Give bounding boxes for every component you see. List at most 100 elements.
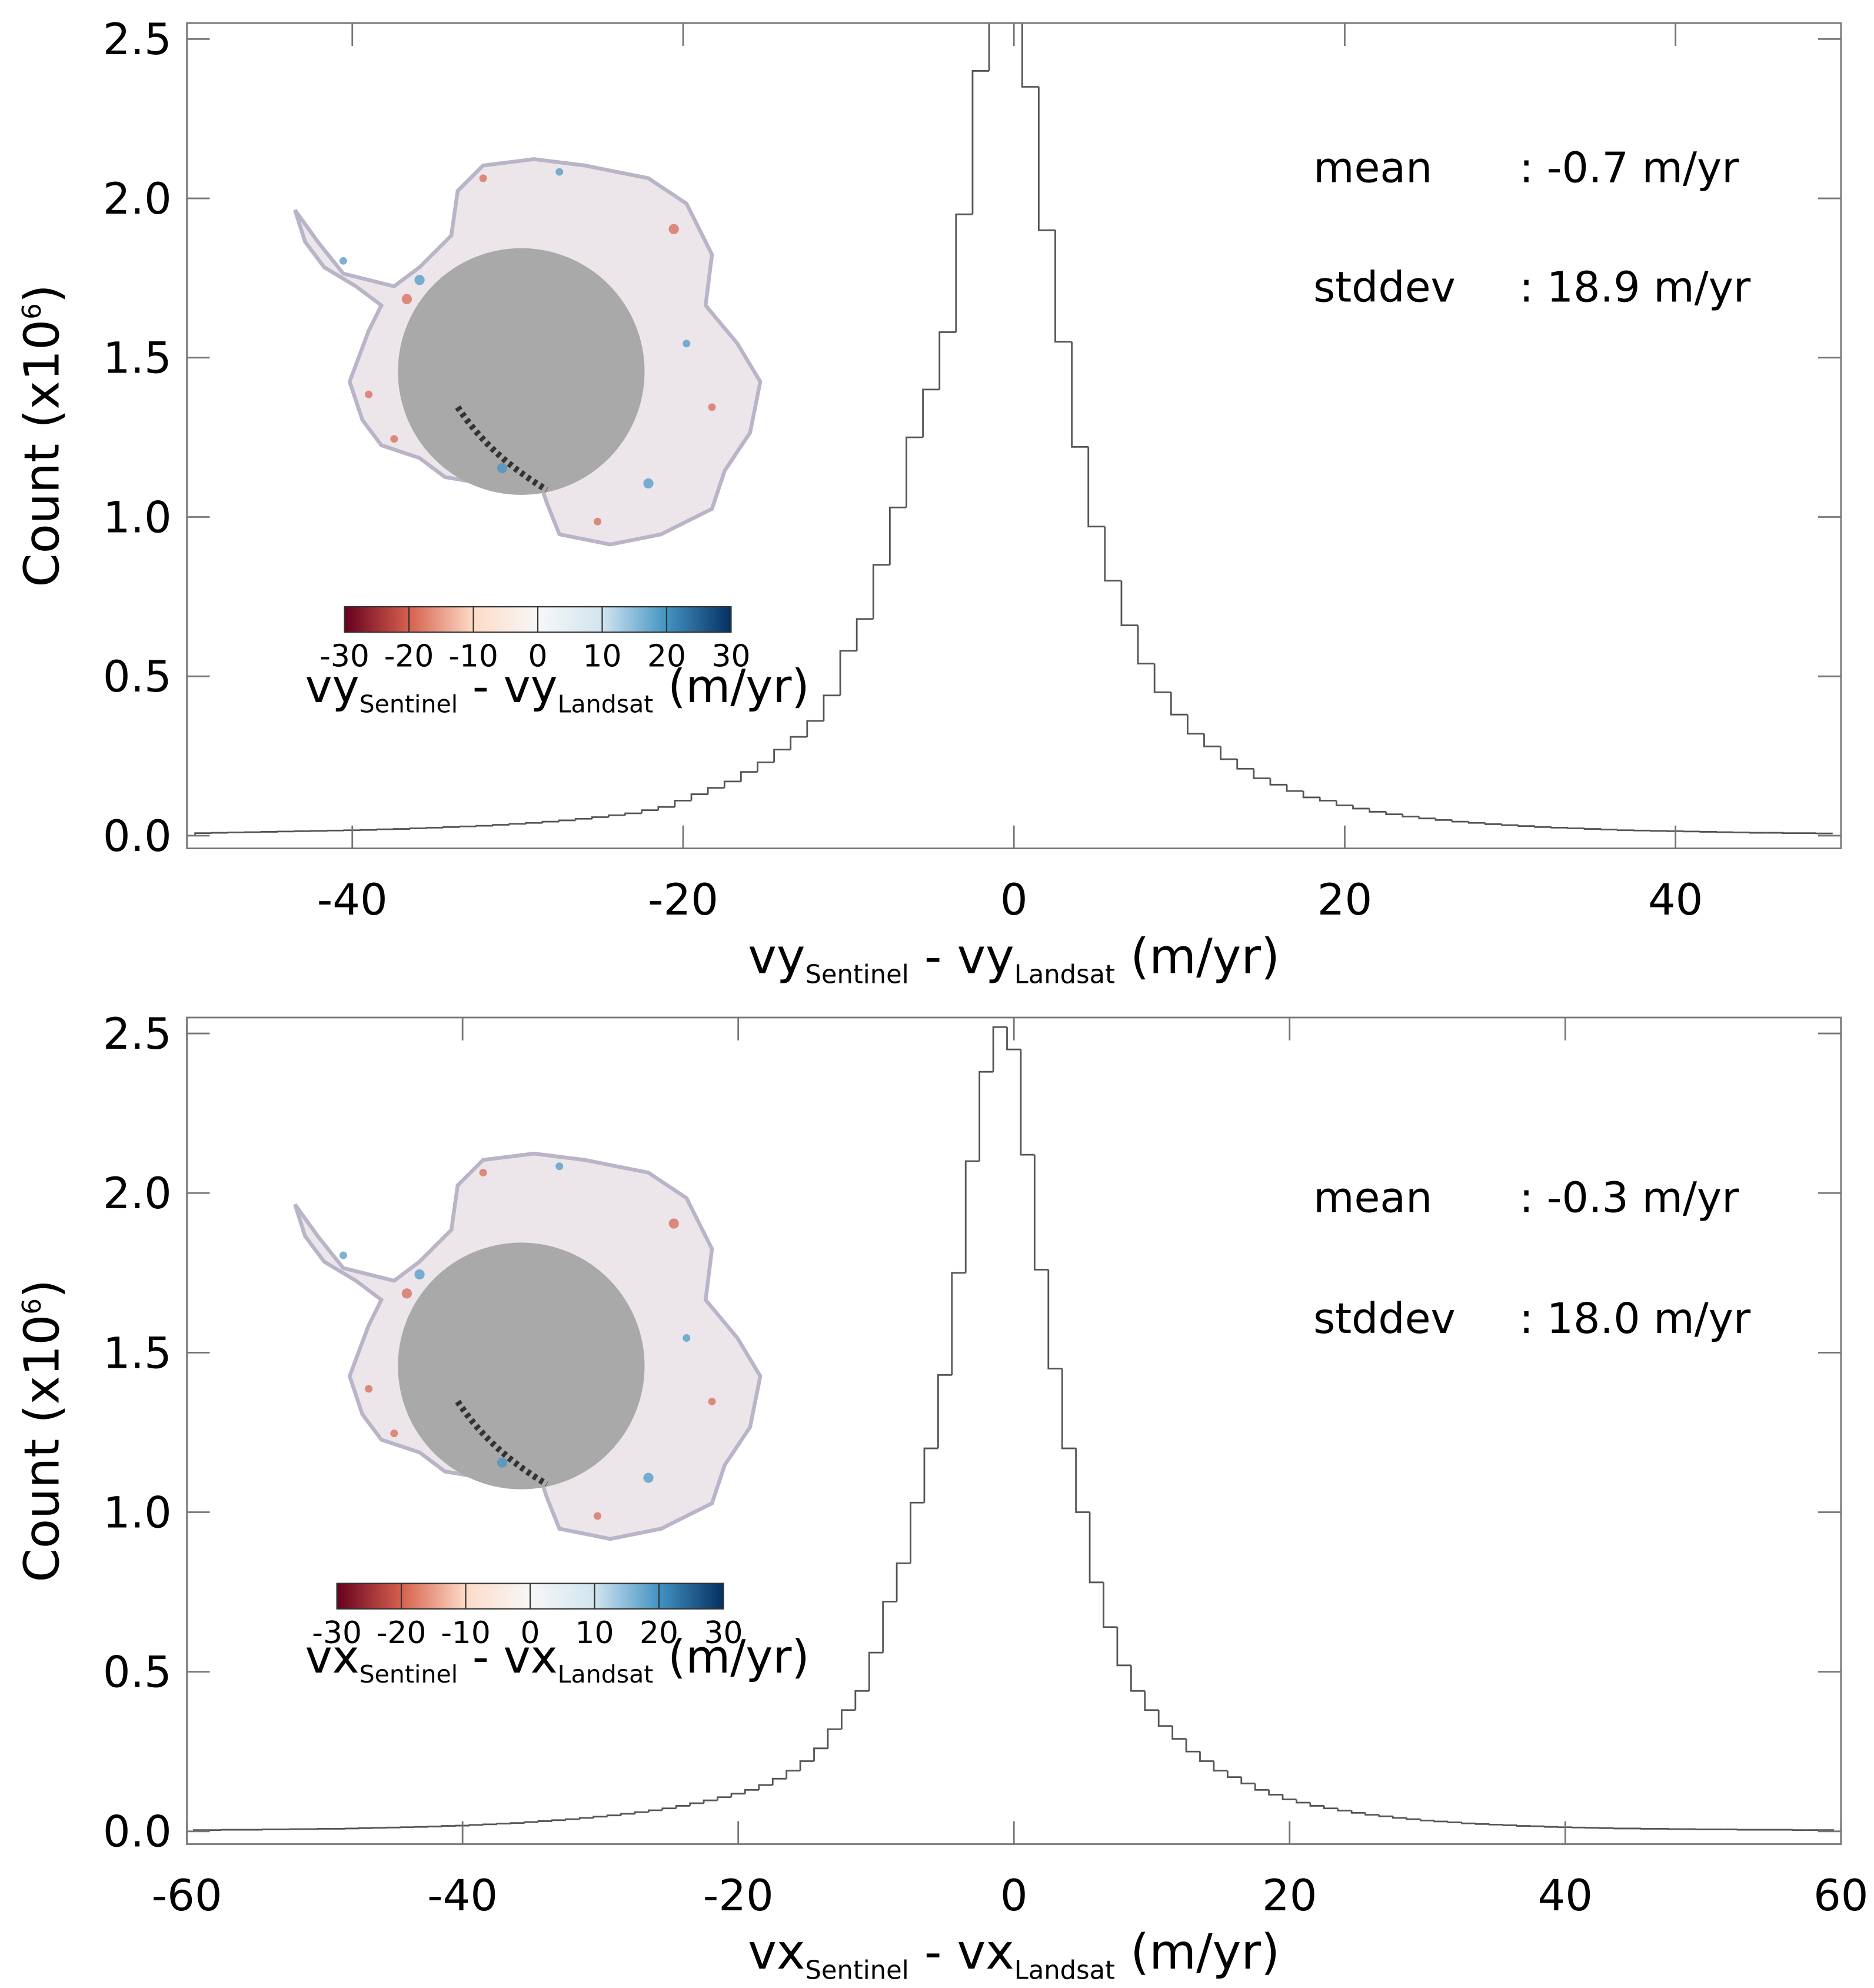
y-tick-label: 0.0 xyxy=(103,1807,172,1857)
histogram-step xyxy=(896,1562,911,1602)
x-tick-label: -20 xyxy=(648,875,718,925)
histogram-step xyxy=(1418,816,1436,820)
colorbar-tick-label: 30 xyxy=(711,639,750,674)
colorbar-tick-label: 20 xyxy=(647,639,686,674)
histogram-step xyxy=(293,830,311,832)
histogram-step xyxy=(392,828,411,830)
histogram-step xyxy=(856,618,874,651)
histogram-step xyxy=(648,1809,663,1813)
histogram-step xyxy=(1406,1818,1421,1820)
histogram-step xyxy=(1666,830,1684,832)
x-tick-label: 40 xyxy=(1538,1871,1593,1921)
colorbar-label-part: Landsat xyxy=(558,1660,654,1688)
histogram-step xyxy=(244,831,262,833)
histogram-step xyxy=(806,720,824,737)
histogram-step xyxy=(620,1813,635,1816)
histogram-step xyxy=(1199,1751,1214,1762)
colorbar-tick-label: 10 xyxy=(575,1615,614,1651)
y-tick-label: 0.5 xyxy=(103,652,172,702)
histogram-step xyxy=(1269,778,1287,786)
colorbar-tick-label: 20 xyxy=(640,1615,678,1651)
y-tick-label: 2.5 xyxy=(103,1009,172,1059)
histogram-step xyxy=(1089,1512,1104,1584)
histogram-step xyxy=(1185,1738,1200,1753)
histogram-step xyxy=(1047,1269,1063,1369)
histogram-step xyxy=(771,1777,787,1786)
histogram-step xyxy=(1571,1826,1586,1829)
histogram-step xyxy=(785,1770,801,1779)
x-axis-label-part: Landsat xyxy=(1014,960,1115,990)
colorbar-label-part: (m/yr) xyxy=(653,660,809,713)
x-axis-label-part: - vy xyxy=(909,929,1014,985)
x-tick-label: -20 xyxy=(703,1871,774,1921)
colorbar-label-part: - vy xyxy=(458,660,558,713)
histogram-step xyxy=(537,1820,552,1823)
y-axis-label-part: 6 xyxy=(18,303,47,320)
histogram-step xyxy=(508,823,526,825)
histogram-step xyxy=(1364,1813,1380,1816)
colorbar-tick-label: 10 xyxy=(583,639,622,674)
histogram-step xyxy=(1157,1710,1173,1727)
colorbar-label-part: Sentinel xyxy=(360,690,458,718)
y-axis-label-part: Count (x10 xyxy=(14,320,70,587)
stat-name: stddev xyxy=(1313,1294,1456,1343)
histogram-step xyxy=(1402,814,1419,817)
histogram-step xyxy=(343,829,361,832)
histogram-step xyxy=(790,736,807,750)
y-axis-label: Count (x106) xyxy=(14,284,70,587)
histogram-step xyxy=(1253,769,1270,779)
histogram-step xyxy=(703,1799,718,1804)
histogram-step xyxy=(1006,1027,1021,1050)
colorbar-tick-label: -20 xyxy=(384,639,434,674)
histogram-step xyxy=(1309,1802,1324,1807)
colorbar-label-part: - vx xyxy=(458,1631,558,1684)
y-tick-label: 1.0 xyxy=(103,1488,172,1538)
x-tick-label: 20 xyxy=(1317,875,1372,925)
histogram-step xyxy=(1461,1822,1476,1824)
histogram-step xyxy=(551,1819,566,1821)
stat-name: mean xyxy=(1313,143,1432,192)
stat-value: : -0.7 m/yr xyxy=(1519,143,1739,192)
histogram-step xyxy=(624,812,642,816)
colorbar-label-part: vy xyxy=(305,660,360,713)
histogram-step xyxy=(1213,1761,1228,1772)
histogram-step xyxy=(1296,1799,1310,1804)
histogram-step xyxy=(1254,1783,1269,1791)
histogram-step xyxy=(1600,829,1618,831)
histogram-step xyxy=(1337,1808,1352,1811)
x-axis-label-part: - vx xyxy=(909,1924,1014,1980)
colorbar-label: vxSentinel - vxLandsat (m/yr) xyxy=(305,1631,810,1688)
histogram xyxy=(194,23,1833,836)
histogram-step xyxy=(634,1811,649,1814)
histogram-step xyxy=(492,824,510,826)
histogram-step xyxy=(510,1822,525,1824)
y-tick-label: 1.5 xyxy=(103,1328,172,1378)
histogram-step xyxy=(757,761,774,772)
histogram-step xyxy=(1612,1827,1627,1830)
histogram-step xyxy=(541,820,560,823)
histogram-step xyxy=(1583,828,1602,830)
y-axis-label-part: Count (x10 xyxy=(14,1315,70,1583)
histogram-step xyxy=(1226,1770,1241,1778)
histogram-step xyxy=(1033,1155,1048,1271)
colorbar-tick-label: -30 xyxy=(319,639,370,674)
x-tick-label: 0 xyxy=(1000,1871,1028,1921)
histogram-step xyxy=(1054,230,1072,343)
y-axis-label-part: 6 xyxy=(18,1298,47,1315)
histogram-step xyxy=(1061,1368,1076,1450)
histogram-step xyxy=(964,1160,980,1273)
histogram-step xyxy=(578,1817,594,1820)
histogram-step xyxy=(1451,820,1469,823)
x-axis-label: vxSentinel - vxLandsat (m/yr) xyxy=(748,1924,1280,1985)
histogram-step xyxy=(938,331,956,390)
histogram-step xyxy=(910,1501,924,1564)
histogram-step xyxy=(1286,784,1304,792)
histogram-step xyxy=(194,832,212,836)
histogram-step xyxy=(690,793,708,801)
histogram-step xyxy=(657,806,675,810)
histogram-step xyxy=(923,1447,938,1503)
colorbar-tick-label: -30 xyxy=(312,1615,362,1651)
histogram-step xyxy=(882,1600,897,1653)
stat-value: : -0.3 m/yr xyxy=(1519,1173,1739,1222)
histogram xyxy=(192,1026,1835,1831)
